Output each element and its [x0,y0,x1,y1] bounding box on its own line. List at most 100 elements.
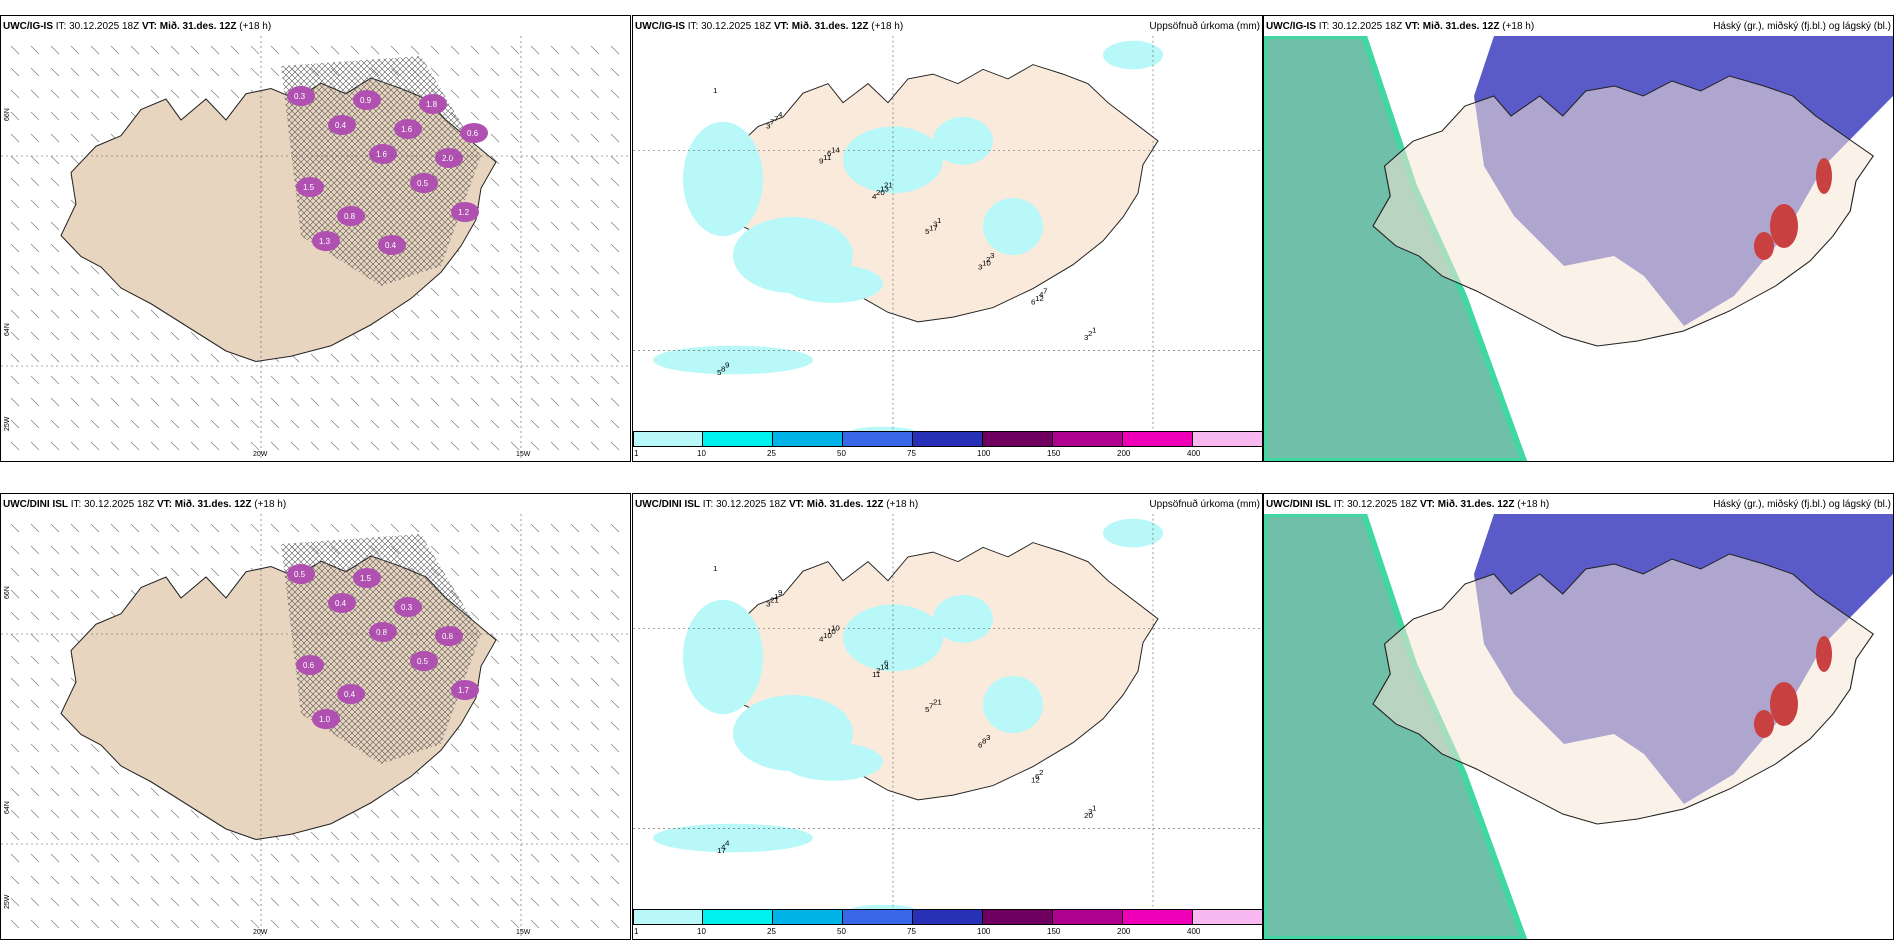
wind-barb [510,45,520,55]
wind-barb [110,787,120,797]
wind-barb [30,243,40,253]
precip-value-label: 3 [766,600,770,609]
wind-intensity-blob [460,123,488,143]
wind-barb [90,441,100,451]
wind-barb [230,567,240,577]
iceland-outline [1372,75,1875,347]
colorbar-swatch [703,909,773,925]
wind-barb [610,765,620,775]
coord-label: 25W [4,416,11,431]
init-time: IT: 30.12.2025 18Z [70,499,155,510]
wind-barb [310,353,320,363]
wind-barb [70,155,80,165]
wind-barb [330,441,340,451]
wind-barb [530,853,540,863]
wind-barb [310,45,320,55]
wind-barb [250,875,260,885]
precip-area [783,264,883,303]
wind-barb [250,441,260,451]
colorbar-tick-label: 50 [837,449,846,458]
wind-barb [570,765,580,775]
panel-title: Háský (gr.), miðský (fj.bl.) og lágský (… [1713,499,1891,510]
wind-map: 0.5 0.4 0.8 0.5 1.7 1.0 1.5 0.3 0.8 0.6 0.4 [1,514,630,939]
wind-barb [10,765,20,775]
wind-barb [550,221,560,231]
cloud-map [1264,36,1893,461]
wind-panel: UWC/IG-IS IT: 30.12.2025 18Z VT: Mið. 31… [0,15,631,462]
wind-barb [30,199,40,209]
wind-barb [570,177,580,187]
wind-barb [50,287,60,297]
wind-barb [290,523,300,533]
wind-barb [50,589,60,599]
colorbar-tick-label: 10 [697,449,706,458]
wind-barb [430,419,440,429]
wind-barb [30,831,40,841]
coord-label: 64N [4,801,11,814]
precip-area [983,198,1043,256]
wind-barb [470,331,480,341]
wind-barb [10,677,20,687]
precip-value-label: 4 [872,192,877,201]
valid-time: Mið. 31.des. 12Z [791,21,869,32]
wind-barb [590,611,600,621]
wind-barb [30,89,40,99]
precip-value-label: 9 [725,361,729,370]
wind-barb [270,523,280,533]
wind-barb [370,523,380,533]
wind-barb [10,611,20,621]
wind-intensity-label: 1.2 [458,208,470,217]
wind-barb [110,897,120,907]
wind-barb [230,897,240,907]
valid-time: Mið. 31.des. 12Z [1437,499,1515,510]
wind-intensity-blob [410,651,438,671]
wind-barb [490,897,500,907]
wind-barb [30,177,40,187]
precip-value-label: 21 [884,181,893,190]
wind-barb [90,111,100,121]
wind-barb [70,875,80,885]
wind-barb [90,375,100,385]
wind-barb [530,611,540,621]
wind-barb [190,67,200,77]
wind-barb [610,177,620,187]
wind-barb [470,567,480,577]
wind-barb [70,831,80,841]
wind-barb [170,919,180,929]
wind-barb [490,177,500,187]
wind-barb [190,89,200,99]
wind-barb [550,89,560,99]
wind-barb [90,67,100,77]
wind-barb [490,655,500,665]
wind-barb [230,545,240,555]
wind-barb [550,287,560,297]
wind-barb [610,633,620,643]
wind-barb [150,45,160,55]
wind-barb [410,309,420,319]
wind-barb [350,919,360,929]
wind-barb [610,199,620,209]
wind-barb [590,419,600,429]
wind-barb [570,523,580,533]
wind-barb [570,375,580,385]
wind-barb [390,45,400,55]
wind-barb [550,765,560,775]
model-name: UWC/DINI ISL [635,499,700,510]
wind-barb [170,545,180,555]
wind-barb [10,897,20,907]
coord-label: 66N [4,108,11,121]
wind-barb [90,897,100,907]
wind-barb [370,831,380,841]
wind-barb [190,375,200,385]
wind-barb [170,67,180,77]
precip-value-label: 6 [827,149,831,158]
wind-barb [30,875,40,885]
wind-barb [250,419,260,429]
wind-barb [510,375,520,385]
precip-area [683,599,763,715]
wind-barb [550,809,560,819]
precip-value-label: 9 [819,157,823,166]
wind-barb [610,441,620,451]
wind-barb [10,221,20,231]
wind-barb [510,309,520,319]
